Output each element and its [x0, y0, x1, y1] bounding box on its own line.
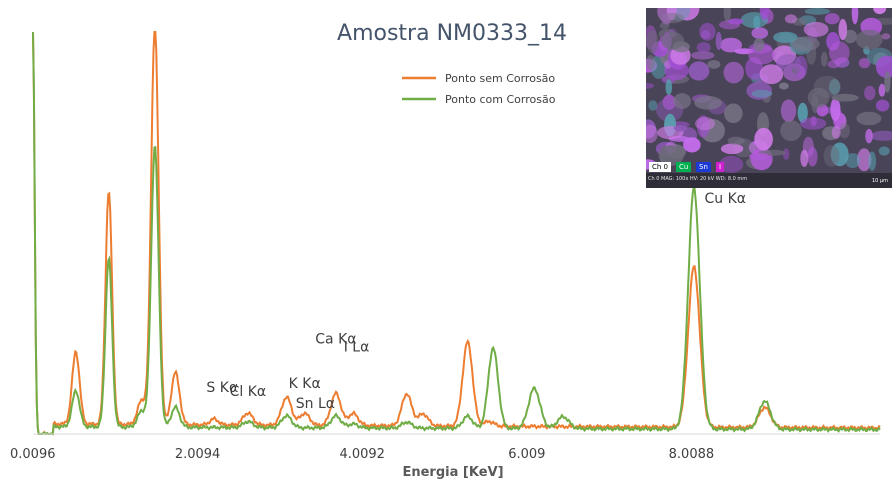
plot-area	[32, 31, 881, 436]
x-tick-label: 2.0094	[175, 447, 221, 462]
inset-metadata: Ch 0 MAG: 100x HV: 20 kV WD: 8.0 mm	[648, 176, 748, 182]
peak-label: Ca Kα	[315, 332, 356, 348]
x-tick-label: 0.0096	[10, 447, 56, 462]
channel-chip-i: I	[716, 162, 725, 172]
sem-eds-map-image: Ch 0 Cu Sn I Ch 0 MAG: 100x HV: 20 kV WD…	[646, 8, 892, 188]
series-line-com-corrosao	[32, 31, 881, 436]
legend-label-com-corrosao: Ponto com Corrosão	[445, 93, 556, 106]
peak-label: Sn Lα	[296, 396, 335, 412]
chart-title: Amostra NM0333_14	[337, 21, 567, 46]
peak-label: I Lα	[344, 340, 370, 356]
legend-label-sem-corrosao: Ponto sem Corrosão	[445, 72, 555, 85]
eds-map-texture	[646, 8, 892, 188]
peak-label: Cu Kα	[705, 191, 747, 207]
x-tick-label: 6.009	[508, 447, 545, 462]
peak-label: K Kα	[289, 376, 321, 392]
x-axis-ticks: 0.0096 2.0094 4.0092 6.009 8.0088	[10, 447, 714, 462]
inset-scale-bar: 10 µm	[871, 178, 888, 184]
channel-chip-ch0: Ch 0	[649, 162, 672, 172]
x-axis-title: Energia [KeV]	[402, 465, 503, 480]
channel-chip-cu: Cu	[676, 162, 692, 172]
legend: Ponto sem Corrosão Ponto com Corrosão	[402, 72, 556, 106]
peak-label: S Kα	[206, 380, 238, 396]
peak-label: Cl Kα	[230, 384, 267, 400]
x-tick-label: 4.0092	[339, 447, 385, 462]
x-tick-label: 8.0088	[669, 447, 715, 462]
channel-chip-sn: Sn	[696, 162, 711, 172]
